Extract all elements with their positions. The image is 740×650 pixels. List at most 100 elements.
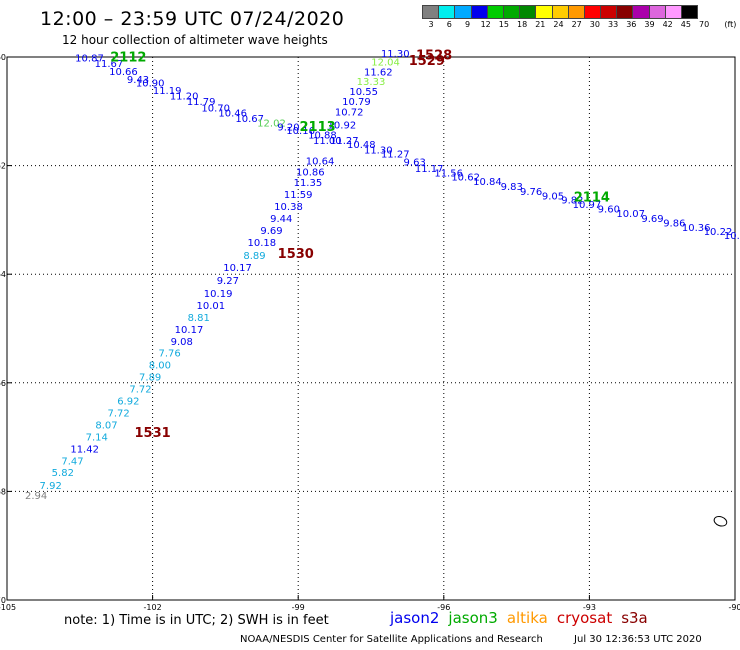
legend-satellite-cryosat: cryosat — [556, 609, 613, 627]
wave-height-value: 10.36 — [682, 223, 711, 234]
wave-height-value: 10.19 — [204, 289, 233, 300]
colorbar-tick-label: 18 — [517, 20, 528, 29]
wave-height-value: 10.92 — [328, 121, 357, 132]
map-subtitle: 12 hour collection of altimeter wave hei… — [62, 33, 328, 47]
x-tick-label: -96 — [437, 603, 450, 612]
colorbar-tick-label: 9 — [464, 20, 471, 29]
legend-satellite-altika: altika — [506, 609, 548, 627]
wave-height-value: 7.76 — [158, 349, 180, 360]
wave-height-value: 10.72 — [335, 108, 364, 119]
colorbar-tick-label: 15 — [498, 20, 509, 29]
wave-height-value: 10.86 — [296, 167, 325, 178]
pass-number-label: 1531 — [135, 426, 171, 441]
pass-number-label: 1529 — [409, 54, 445, 69]
x-tick-label: -105 — [0, 603, 16, 612]
generation-timestamp: Jul 30 12:36:53 UTC 2020 — [574, 634, 702, 645]
colorbar-tick-label: 30 — [589, 20, 600, 29]
wave-height-value: 8.00 — [149, 361, 171, 372]
wave-height-value: 10.87 — [75, 53, 104, 64]
y-tick-label: -60 — [0, 53, 6, 62]
y-tick-label: -68 — [0, 487, 6, 496]
wave-height-value: 9.08 — [171, 337, 193, 348]
wave-height-value: 10.70 — [201, 103, 230, 114]
wave-height-value: 10.62 — [451, 172, 480, 183]
wave-height-value: 10.07 — [616, 209, 645, 220]
wave-height-value: 9.86 — [663, 218, 685, 229]
wave-height-value: 2.94 — [25, 491, 47, 502]
wave-height-value: 11.62 — [364, 67, 393, 78]
wave-height-value: 11.17 — [415, 164, 444, 175]
pass-number-label: 1528 — [416, 49, 452, 64]
colorbar-swatch — [681, 5, 699, 19]
wave-height-value: 10.01 — [197, 301, 226, 312]
wave-height-value: 12.04 — [371, 58, 400, 69]
pass-number-label: 1530 — [278, 247, 314, 262]
x-tick-label: -99 — [292, 603, 305, 612]
wave-height-value: 9.76 — [520, 187, 542, 198]
wave-height-value: 10.55 — [349, 87, 378, 98]
wave-height-value: 8.07 — [95, 420, 117, 431]
wave-height-value: 9.20 — [277, 122, 299, 133]
wave-height-value: 10.64 — [306, 157, 335, 168]
x-tick-label: -93 — [583, 603, 596, 612]
wave-height-value: 11.27 — [330, 136, 359, 147]
x-tick-label: -90 — [728, 603, 740, 612]
wave-height-value: 10.17 — [175, 325, 204, 336]
credit-text: NOAA/NESDIS Center for Satellite Applica… — [240, 634, 543, 645]
wave-height-value: 7.89 — [139, 373, 161, 384]
wave-height-value: 10.88 — [308, 130, 337, 141]
wave-height-value: 11.79 — [187, 97, 216, 108]
wave-height-value: 11.59 — [284, 190, 313, 201]
coastline-island — [713, 515, 728, 527]
colorbar-tick-label: 6 — [446, 20, 452, 29]
legend-satellite-s3a: s3a — [621, 609, 648, 627]
y-tick-label: -64 — [0, 270, 6, 279]
pass-number-label: 2112 — [110, 50, 146, 65]
wave-height-value: 7.72 — [107, 408, 129, 419]
colorbar-labels: 3 6 9 12 15 18 21 24 27 30 33 36 39 42 45 70 (ft) — [422, 20, 740, 32]
wave-height-value: 9.63 — [404, 158, 426, 169]
y-tick-label: -70 — [0, 596, 6, 605]
x-tick-label: -102 — [144, 603, 162, 612]
wave-height-value: 9.83 — [501, 182, 523, 193]
wave-height-value: 8.89 — [243, 251, 265, 262]
wave-height-value: 7.92 — [40, 481, 62, 492]
wave-height-value: 12.02 — [257, 119, 286, 130]
wave-height-value: 11.00 — [313, 136, 342, 147]
colorbar-tick-label: 33 — [608, 20, 619, 29]
wave-height-value: 11.67 — [95, 59, 124, 70]
wave-height-value: 9.44 — [270, 214, 292, 225]
wave-height-value: 10.16 — [286, 126, 315, 137]
wave-height-value: 10.48 — [347, 140, 376, 151]
wave-height-value: 11.42 — [70, 444, 99, 455]
wave-height-value: 10.46 — [218, 109, 247, 120]
wave-height-value: 11.56 — [434, 168, 463, 179]
wave-height-value: 11.35 — [294, 178, 323, 189]
wave-height-value: 9.43 — [127, 75, 149, 86]
wave-height-value: 9.27 — [217, 276, 239, 287]
wave-height-value: 5.82 — [52, 468, 74, 479]
wave-height-value: 13.33 — [357, 77, 386, 88]
y-tick-label: -62 — [0, 162, 6, 171]
colorbar-tick-label: 45 — [680, 20, 691, 29]
wave-height-value: 10.66 — [109, 67, 138, 78]
wave-height-value: 10.17 — [223, 263, 252, 274]
pass-number-label: 2113 — [300, 120, 336, 135]
map-title: 12:00 – 23:59 UTC 07/24/2020 — [40, 8, 345, 30]
wave-height-value: 10.67 — [235, 114, 264, 125]
colorbar-unit-label: (ft) — [724, 20, 737, 29]
wave-height-value: 8.81 — [188, 313, 210, 324]
wave-height-value: 10.90 — [136, 78, 165, 89]
footer-credit: NOAA/NESDIS Center for Satellite Applica… — [240, 634, 702, 645]
wave-height-value: 7.47 — [61, 456, 83, 467]
wave-height-value: 11.20 — [170, 91, 199, 102]
colorbar-tick-label: 27 — [571, 20, 582, 29]
wave-height-value: 7.72 — [129, 385, 151, 396]
wave-height-value: 10.79 — [342, 97, 371, 108]
footer-note: note: 1) Time is in UTC; 2) SWH is in fe… — [64, 613, 329, 628]
wave-height-value: 11.27 — [381, 149, 410, 160]
wave-height-value: 10.97 — [573, 200, 602, 211]
wave-height-value: 9.82 — [561, 196, 583, 207]
colorbar-tick-label: 70 — [699, 20, 710, 29]
wave-height-value: 6.92 — [117, 397, 139, 408]
